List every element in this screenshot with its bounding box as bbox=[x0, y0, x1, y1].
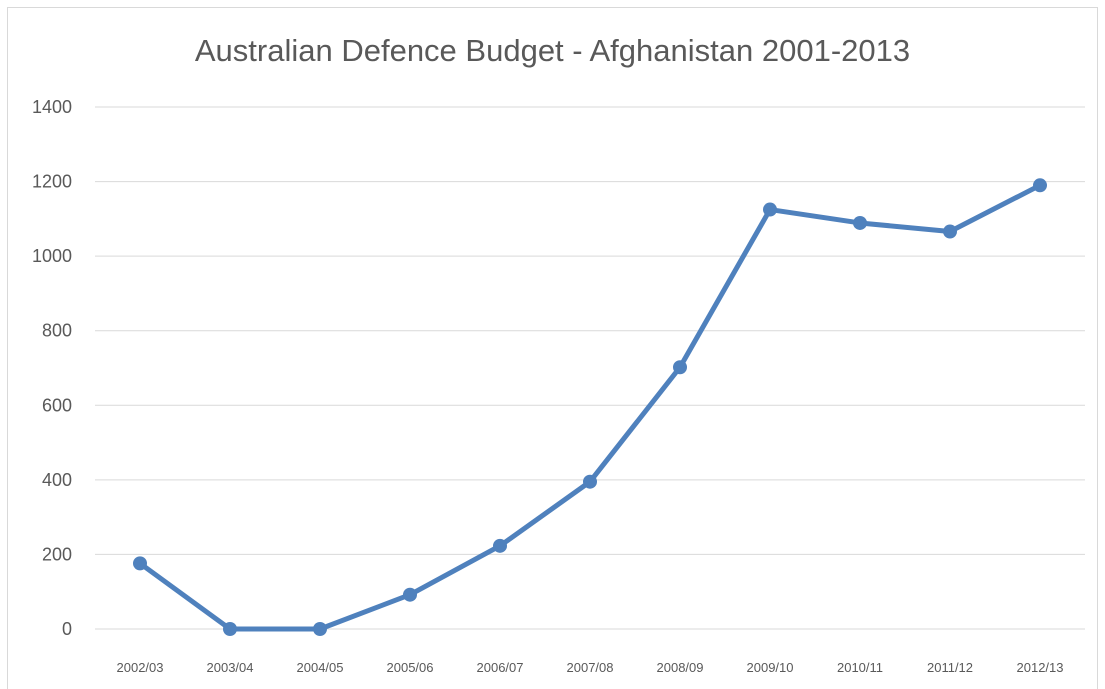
x-tick-label: 2008/09 bbox=[657, 660, 704, 675]
data-point bbox=[493, 538, 507, 553]
y-tick-label: 0 bbox=[62, 619, 72, 639]
y-tick-label: 1000 bbox=[32, 246, 72, 266]
x-tick-label: 2005/06 bbox=[387, 660, 434, 675]
y-tick-label: 1200 bbox=[32, 172, 72, 192]
data-point bbox=[583, 474, 597, 489]
x-axis-tick-labels: 2002/03 2003/04 2004/05 2005/06 2006/07 2007/… bbox=[117, 660, 1064, 675]
series-group bbox=[133, 178, 1047, 636]
y-tick-label: 800 bbox=[42, 321, 72, 341]
x-tick-label: 2002/03 bbox=[117, 660, 164, 675]
data-point bbox=[763, 202, 777, 217]
data-point bbox=[943, 224, 957, 239]
series-line bbox=[137, 182, 1043, 632]
x-tick-label: 2007/08 bbox=[567, 660, 614, 675]
data-point bbox=[223, 622, 237, 636]
x-tick-label: 2012/13 bbox=[1017, 660, 1064, 675]
y-axis-tick-labels: 0 200 400 600 800 1000 1200 1400 bbox=[32, 97, 72, 639]
chart-title: Australian Defence Budget - Afghanistan … bbox=[194, 33, 911, 68]
gridlines bbox=[95, 106, 1085, 630]
x-tick-label: 2006/07 bbox=[477, 660, 524, 675]
x-tick-label: 2011/12 bbox=[927, 660, 973, 675]
x-tick-label: 2004/05 bbox=[297, 660, 344, 675]
data-point bbox=[853, 215, 867, 230]
data-point bbox=[313, 622, 327, 636]
x-tick-label: 2009/10 bbox=[747, 660, 794, 675]
data-point bbox=[403, 587, 417, 602]
data-point bbox=[1033, 178, 1047, 193]
x-tick-label: 2003/04 bbox=[207, 660, 254, 675]
data-point bbox=[673, 360, 687, 375]
y-tick-label: 400 bbox=[42, 470, 72, 490]
chart-frame bbox=[7, 7, 1098, 689]
data-point bbox=[133, 556, 147, 571]
y-tick-label: 600 bbox=[42, 395, 72, 415]
y-tick-label: 1400 bbox=[32, 97, 72, 117]
y-tick-label: 200 bbox=[42, 544, 72, 564]
x-tick-label: 2010/11 bbox=[837, 660, 883, 675]
